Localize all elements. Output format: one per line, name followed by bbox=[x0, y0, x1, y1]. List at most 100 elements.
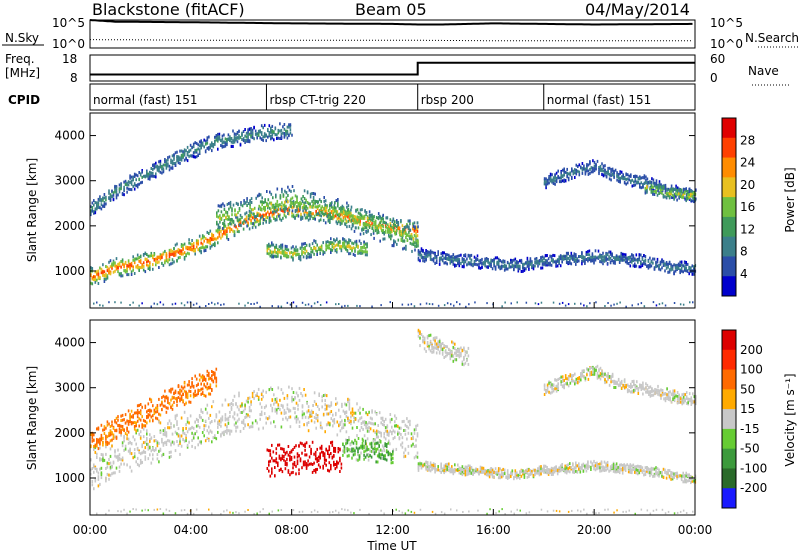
scatter-cell bbox=[416, 423, 419, 427]
scatter-cell bbox=[623, 181, 626, 185]
scatter-cell bbox=[643, 176, 646, 180]
scatter-cell bbox=[411, 249, 413, 253]
scatter-cell bbox=[383, 220, 386, 224]
scatter-cell bbox=[544, 254, 547, 258]
scatter-cell bbox=[400, 230, 402, 233]
scatter-cell bbox=[191, 243, 193, 247]
scatter-cell bbox=[277, 212, 280, 216]
scatter-cell bbox=[197, 242, 199, 246]
scatter-cell bbox=[277, 252, 279, 256]
scatter-cell bbox=[541, 255, 544, 259]
scatter-cell bbox=[306, 401, 308, 405]
scatter-cell bbox=[380, 229, 383, 233]
scatter-cell bbox=[260, 413, 263, 417]
scatter-cell bbox=[120, 433, 122, 437]
scatter-cell bbox=[120, 301, 122, 304]
scatter-cell bbox=[302, 247, 305, 250]
scatter-cell bbox=[241, 403, 243, 407]
scatter-cell bbox=[299, 258, 302, 262]
scatter-cell bbox=[368, 429, 370, 433]
scatter-cell bbox=[211, 141, 213, 145]
scatter-cell bbox=[655, 190, 657, 194]
scatter-cell bbox=[283, 203, 286, 207]
scatter-cell bbox=[271, 398, 274, 402]
scatter-cell bbox=[525, 301, 528, 304]
scatter-cell bbox=[358, 239, 361, 243]
scatter-cell bbox=[558, 260, 560, 264]
scatter-cell bbox=[529, 262, 532, 266]
scatter-cell bbox=[653, 181, 656, 185]
scatter-cell bbox=[392, 437, 395, 441]
scatter-cell bbox=[402, 228, 404, 232]
scatter-cell bbox=[575, 255, 577, 259]
scatter-cell bbox=[359, 232, 362, 236]
scatter-cell bbox=[91, 201, 94, 205]
scatter-cell bbox=[295, 249, 297, 253]
scatter-cell bbox=[186, 443, 189, 447]
scatter-cell bbox=[220, 417, 222, 421]
scatter-cell bbox=[330, 401, 333, 405]
scatter-cell bbox=[398, 431, 401, 435]
scatter-cell bbox=[285, 215, 287, 219]
scatter-cell bbox=[315, 209, 317, 213]
scatter-cell bbox=[195, 150, 198, 154]
scatter-cell bbox=[106, 423, 109, 427]
scatter-cell bbox=[136, 404, 139, 408]
scatter-cell bbox=[637, 303, 639, 306]
scatter-cell bbox=[147, 177, 150, 181]
scatter-cell bbox=[311, 200, 313, 204]
scatter-cell bbox=[379, 221, 381, 225]
scatter-cell bbox=[401, 236, 404, 240]
scatter-cell bbox=[482, 262, 485, 266]
scatter-cell bbox=[139, 430, 142, 434]
scatter-cell bbox=[372, 429, 375, 433]
scatter-cell bbox=[164, 259, 166, 263]
scatter-cell bbox=[691, 270, 694, 274]
scatter-cell bbox=[263, 412, 266, 416]
scatter-cell bbox=[224, 224, 227, 228]
scatter-cell bbox=[298, 255, 300, 259]
scatter-cell bbox=[126, 273, 128, 277]
scatter-cell bbox=[170, 248, 172, 252]
scatter-cell bbox=[292, 201, 295, 205]
scatter-cell bbox=[405, 231, 407, 235]
scatter-cell bbox=[415, 454, 417, 458]
scatter-cell bbox=[149, 175, 151, 179]
scatter-cell bbox=[146, 170, 148, 174]
scatter-cell bbox=[338, 408, 340, 412]
scatter-cell bbox=[415, 225, 417, 229]
scatter-cell bbox=[529, 257, 532, 261]
scatter-cell bbox=[351, 247, 353, 250]
scatter-cell bbox=[554, 179, 556, 183]
scatter-cell bbox=[106, 265, 109, 269]
scatter-cell bbox=[241, 421, 243, 424]
y-tick-label: 1000 bbox=[54, 264, 85, 278]
power-scatter bbox=[90, 122, 697, 308]
scatter-cell bbox=[150, 461, 153, 465]
scatter-cell bbox=[415, 228, 417, 232]
scatter-cell bbox=[278, 203, 280, 207]
scatter-cell bbox=[380, 421, 382, 425]
scatter-cell bbox=[240, 224, 242, 228]
scatter-cell bbox=[591, 259, 594, 263]
scatter-cell bbox=[683, 265, 686, 269]
scatter-cell bbox=[420, 253, 423, 257]
scatter-cell bbox=[416, 432, 419, 436]
scatter-cell bbox=[298, 420, 301, 424]
scatter-cell bbox=[629, 264, 632, 268]
scatter-cell bbox=[560, 171, 562, 174]
scatter-cell bbox=[313, 416, 316, 419]
scatter-cell bbox=[347, 397, 349, 401]
scatter-cell bbox=[214, 237, 216, 241]
scatter-cell bbox=[320, 248, 323, 252]
scatter-cell bbox=[115, 421, 118, 425]
scatter-cell bbox=[643, 262, 645, 266]
scatter-cell bbox=[607, 170, 609, 174]
scatter-cell bbox=[174, 449, 177, 453]
scatter-cell bbox=[614, 256, 616, 260]
scatter-cell bbox=[139, 418, 142, 422]
scatter-cell bbox=[238, 134, 240, 138]
scatter-cell bbox=[112, 263, 115, 267]
scatter-cell bbox=[417, 241, 419, 245]
scatter-cell bbox=[90, 472, 92, 476]
